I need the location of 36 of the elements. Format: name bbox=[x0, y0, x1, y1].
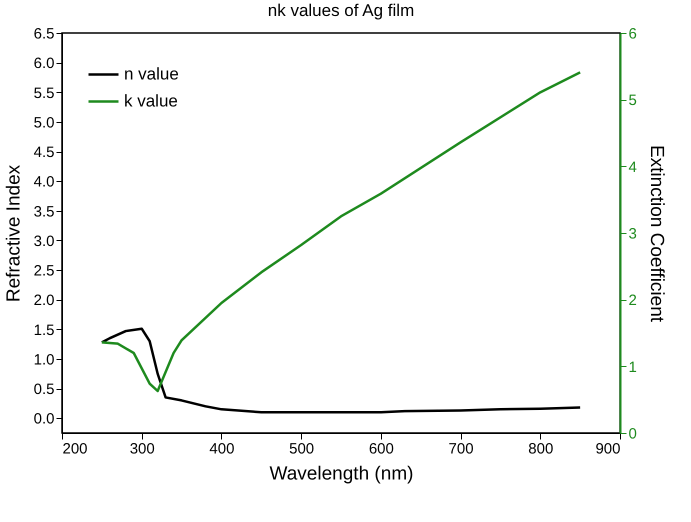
y-tick-label: 2.0 bbox=[34, 292, 54, 310]
chart-title: nk values of Ag film bbox=[268, 1, 414, 20]
x-tick-label: 700 bbox=[448, 440, 474, 458]
legend-label: n value bbox=[124, 64, 179, 84]
y2-tick-label: 1 bbox=[628, 358, 637, 376]
y-tick-label: 2.5 bbox=[34, 262, 54, 280]
x-tick-label: 600 bbox=[368, 440, 394, 458]
legend-label: k value bbox=[124, 92, 178, 110]
x-tick-label: 900 bbox=[595, 440, 620, 458]
y-tick-label: 6.0 bbox=[34, 55, 54, 72]
x-tick-label: 200 bbox=[62, 440, 88, 458]
x-tick-label: 500 bbox=[289, 440, 314, 458]
y2-axis-title: Extinction Coefficient bbox=[646, 144, 667, 323]
y-tick-label: 3.0 bbox=[34, 232, 54, 250]
y2-tick-label: 2 bbox=[628, 292, 637, 310]
x-axis-title: Wavelength (nm) bbox=[270, 464, 414, 484]
y-tick-label: 0.0 bbox=[34, 410, 54, 428]
y-tick-label: 4.0 bbox=[34, 174, 54, 191]
x-tick-label: 800 bbox=[528, 440, 554, 458]
line-series bbox=[100, 327, 582, 414]
y2-tick-label: 0 bbox=[628, 426, 637, 442]
x-tick-label: 400 bbox=[209, 440, 234, 458]
y-tick-label: 0.5 bbox=[34, 381, 54, 398]
y-tick-label: 4.5 bbox=[34, 144, 54, 162]
x-tick-label: 300 bbox=[130, 440, 155, 458]
y-tick-label: 3.5 bbox=[34, 203, 54, 220]
y-axis-title: Refractive Index bbox=[4, 164, 25, 302]
y2-tick-label: 5 bbox=[628, 92, 637, 110]
y2-tick-label: 3 bbox=[628, 226, 637, 242]
y-tick-label: 6.5 bbox=[34, 26, 54, 42]
y-tick-label: 1.0 bbox=[34, 351, 54, 368]
y-tick-label: 5.0 bbox=[34, 114, 54, 132]
y-tick-label: 1.5 bbox=[34, 322, 54, 339]
y-tick-label: 5.5 bbox=[34, 84, 54, 102]
y2-tick-label: 6 bbox=[628, 26, 637, 42]
y2-tick-label: 4 bbox=[628, 158, 637, 176]
